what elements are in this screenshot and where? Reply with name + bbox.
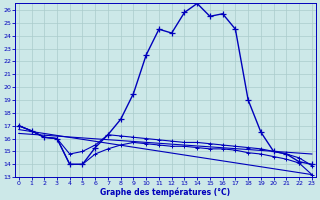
X-axis label: Graphe des températures (°C): Graphe des températures (°C) bbox=[100, 187, 230, 197]
